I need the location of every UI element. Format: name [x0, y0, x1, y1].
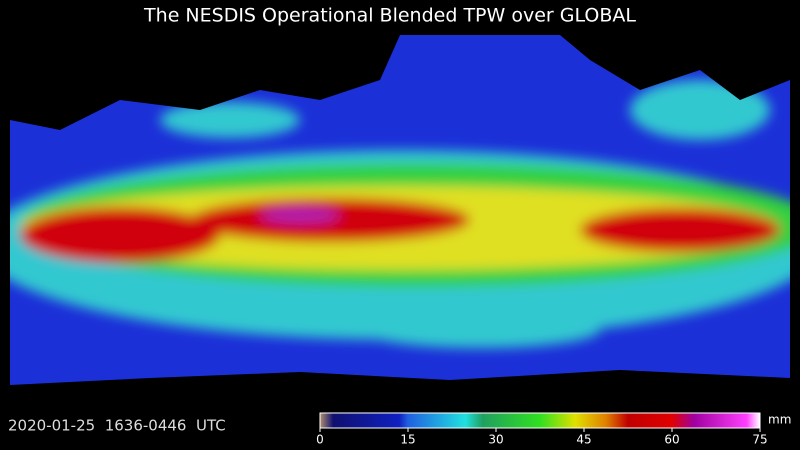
tick-label: 15 [400, 433, 415, 447]
tick-label: 30 [488, 433, 503, 447]
timestamp: 2020-01-25 1636-0446 UTC [8, 417, 226, 435]
tick-label: 75 [752, 433, 767, 447]
colorbar-scale [319, 412, 761, 429]
tick-label: 60 [664, 433, 679, 447]
tick-label: 45 [576, 433, 591, 447]
colorbar-unit: mm [768, 413, 791, 427]
tick-label: 0 [316, 433, 324, 447]
colorbar: mm 0 15 30 45 60 75 [316, 412, 791, 447]
title: The NESDIS Operational Blended TPW over … [143, 5, 636, 27]
tpw-map [10, 35, 790, 400]
